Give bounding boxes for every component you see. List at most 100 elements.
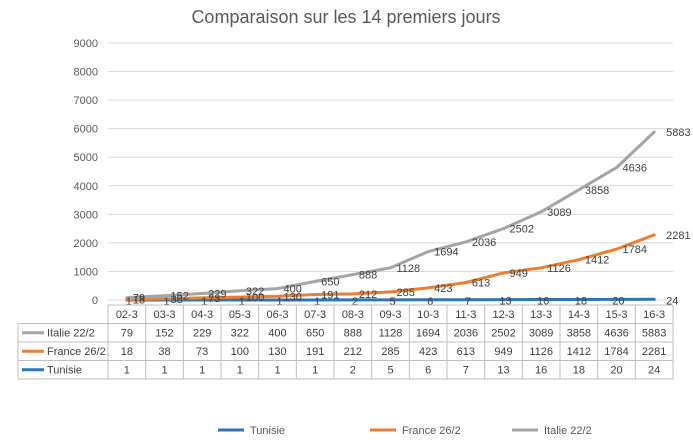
- table-series-label: France 26/2: [47, 346, 106, 358]
- table-cell: 73: [196, 346, 208, 358]
- chart-title: Comparaison sur les 14 premiers jours: [191, 7, 500, 27]
- data-label: 4636: [623, 163, 647, 175]
- x-tick-label: 14-3: [568, 309, 590, 321]
- table-cell: 1694: [416, 328, 440, 340]
- data-label: 16: [537, 296, 549, 308]
- data-label: 38: [171, 294, 183, 306]
- table-cell: 1: [161, 365, 167, 377]
- table-cell: 5: [387, 365, 393, 377]
- table-cell: 6: [425, 365, 431, 377]
- x-tick-label: 16-3: [643, 309, 665, 321]
- table-cell: 191: [306, 346, 324, 358]
- legend-entry: Tunisie: [250, 425, 285, 437]
- data-label: 423: [434, 283, 452, 295]
- data-label: 1: [239, 296, 245, 308]
- legend-entry: Italie 22/2: [544, 425, 592, 437]
- y-tick-label: 6000: [74, 124, 98, 136]
- series-line: [125, 233, 656, 301]
- data-label: 1412: [585, 255, 609, 267]
- table-cell: 1784: [604, 346, 628, 358]
- x-tick-label: 04-3: [191, 309, 213, 321]
- y-tick-label: 2000: [74, 238, 98, 250]
- table-cell: 13: [497, 365, 509, 377]
- table-cell: 130: [268, 346, 286, 358]
- data-label: 1: [163, 296, 169, 308]
- table-series-label: Italie 22/2: [47, 328, 95, 340]
- y-tick-label: 9000: [74, 38, 98, 50]
- data-label: 1: [314, 296, 320, 308]
- x-tick-label: 07-3: [304, 309, 326, 321]
- table-cell: 20: [610, 365, 622, 377]
- table-cell: 229: [193, 328, 211, 340]
- x-tick-label: 05-3: [229, 309, 251, 321]
- table-cell: 613: [457, 346, 475, 358]
- data-label: 2281: [666, 230, 690, 242]
- x-tick-label: 09-3: [379, 309, 401, 321]
- data-label: 1128: [397, 263, 421, 275]
- data-label: 1784: [623, 244, 647, 256]
- y-tick-label: 1000: [74, 266, 98, 278]
- table-cell: 1126: [529, 346, 553, 358]
- data-label: 7: [465, 296, 471, 308]
- data-label: 2502: [510, 224, 534, 236]
- data-label: 650: [321, 276, 339, 288]
- data-label: 1126: [547, 263, 571, 275]
- x-tick-label: 10-3: [417, 309, 439, 321]
- table-cell: 1: [199, 365, 205, 377]
- y-tick-label: 4000: [74, 181, 98, 193]
- data-label: 1: [276, 296, 282, 308]
- data-label: 20: [612, 295, 624, 307]
- table-cell: 212: [344, 346, 362, 358]
- data-label: 229: [208, 288, 226, 300]
- table-cell: 888: [344, 328, 362, 340]
- data-label: 3089: [547, 207, 571, 219]
- data-label: 6: [427, 296, 433, 308]
- data-label: 613: [472, 277, 490, 289]
- table-cell: 1: [124, 365, 130, 377]
- data-label: 888: [359, 270, 377, 282]
- x-tick-label: 13-3: [530, 309, 552, 321]
- series-line: [125, 297, 656, 302]
- y-tick-label: 7000: [74, 95, 98, 107]
- table-cell: 1: [274, 365, 280, 377]
- table-cell: 1128: [379, 328, 403, 340]
- y-tick-label: 0: [92, 295, 98, 307]
- y-tick-label: 3000: [74, 209, 98, 221]
- table-cell: 79: [121, 328, 133, 340]
- table-cell: 1412: [567, 346, 591, 358]
- table-cell: 423: [419, 346, 437, 358]
- x-tick-label: 06-3: [266, 309, 288, 321]
- x-tick-label: 08-3: [342, 309, 364, 321]
- data-label: 18: [133, 294, 145, 306]
- data-table: 02-3 03-3 04-3 05-3 06-3 07-3 08-3 09-3 10-3 11-3…: [17, 304, 674, 380]
- data-label: 191: [321, 290, 339, 302]
- table-cell: 100: [231, 346, 249, 358]
- table-cell: 2281: [642, 346, 666, 358]
- data-label: 2036: [472, 237, 496, 249]
- table-cell: 322: [231, 328, 249, 340]
- data-label: 24: [666, 295, 678, 307]
- table-cell: 1: [312, 365, 318, 377]
- data-label: 130: [284, 291, 302, 303]
- table-cell: 4636: [604, 328, 628, 340]
- data-label: 1: [126, 296, 132, 308]
- data-label: 152: [171, 291, 189, 303]
- table-cell: 152: [155, 328, 173, 340]
- table-cell: 2036: [454, 328, 478, 340]
- y-tick-label: 8000: [74, 67, 98, 79]
- data-label: 1694: [434, 247, 458, 259]
- table-cell: 16: [535, 365, 547, 377]
- data-label: 212: [359, 289, 377, 301]
- table-cell: 5883: [642, 328, 666, 340]
- y-axis: 0 1000 2000 3000 4000 5000 6000 7000 8000 9000: [74, 38, 98, 307]
- x-tick-label: 12-3: [492, 309, 514, 321]
- x-tick-label: 15-3: [605, 309, 627, 321]
- data-label: 3858: [585, 185, 609, 197]
- series-line: [125, 130, 656, 300]
- table-cell: 38: [158, 346, 170, 358]
- data-label: 18: [575, 295, 587, 307]
- table-cell: 1: [237, 365, 243, 377]
- x-tick-label: 11-3: [455, 309, 476, 321]
- data-label: 5883: [666, 127, 690, 139]
